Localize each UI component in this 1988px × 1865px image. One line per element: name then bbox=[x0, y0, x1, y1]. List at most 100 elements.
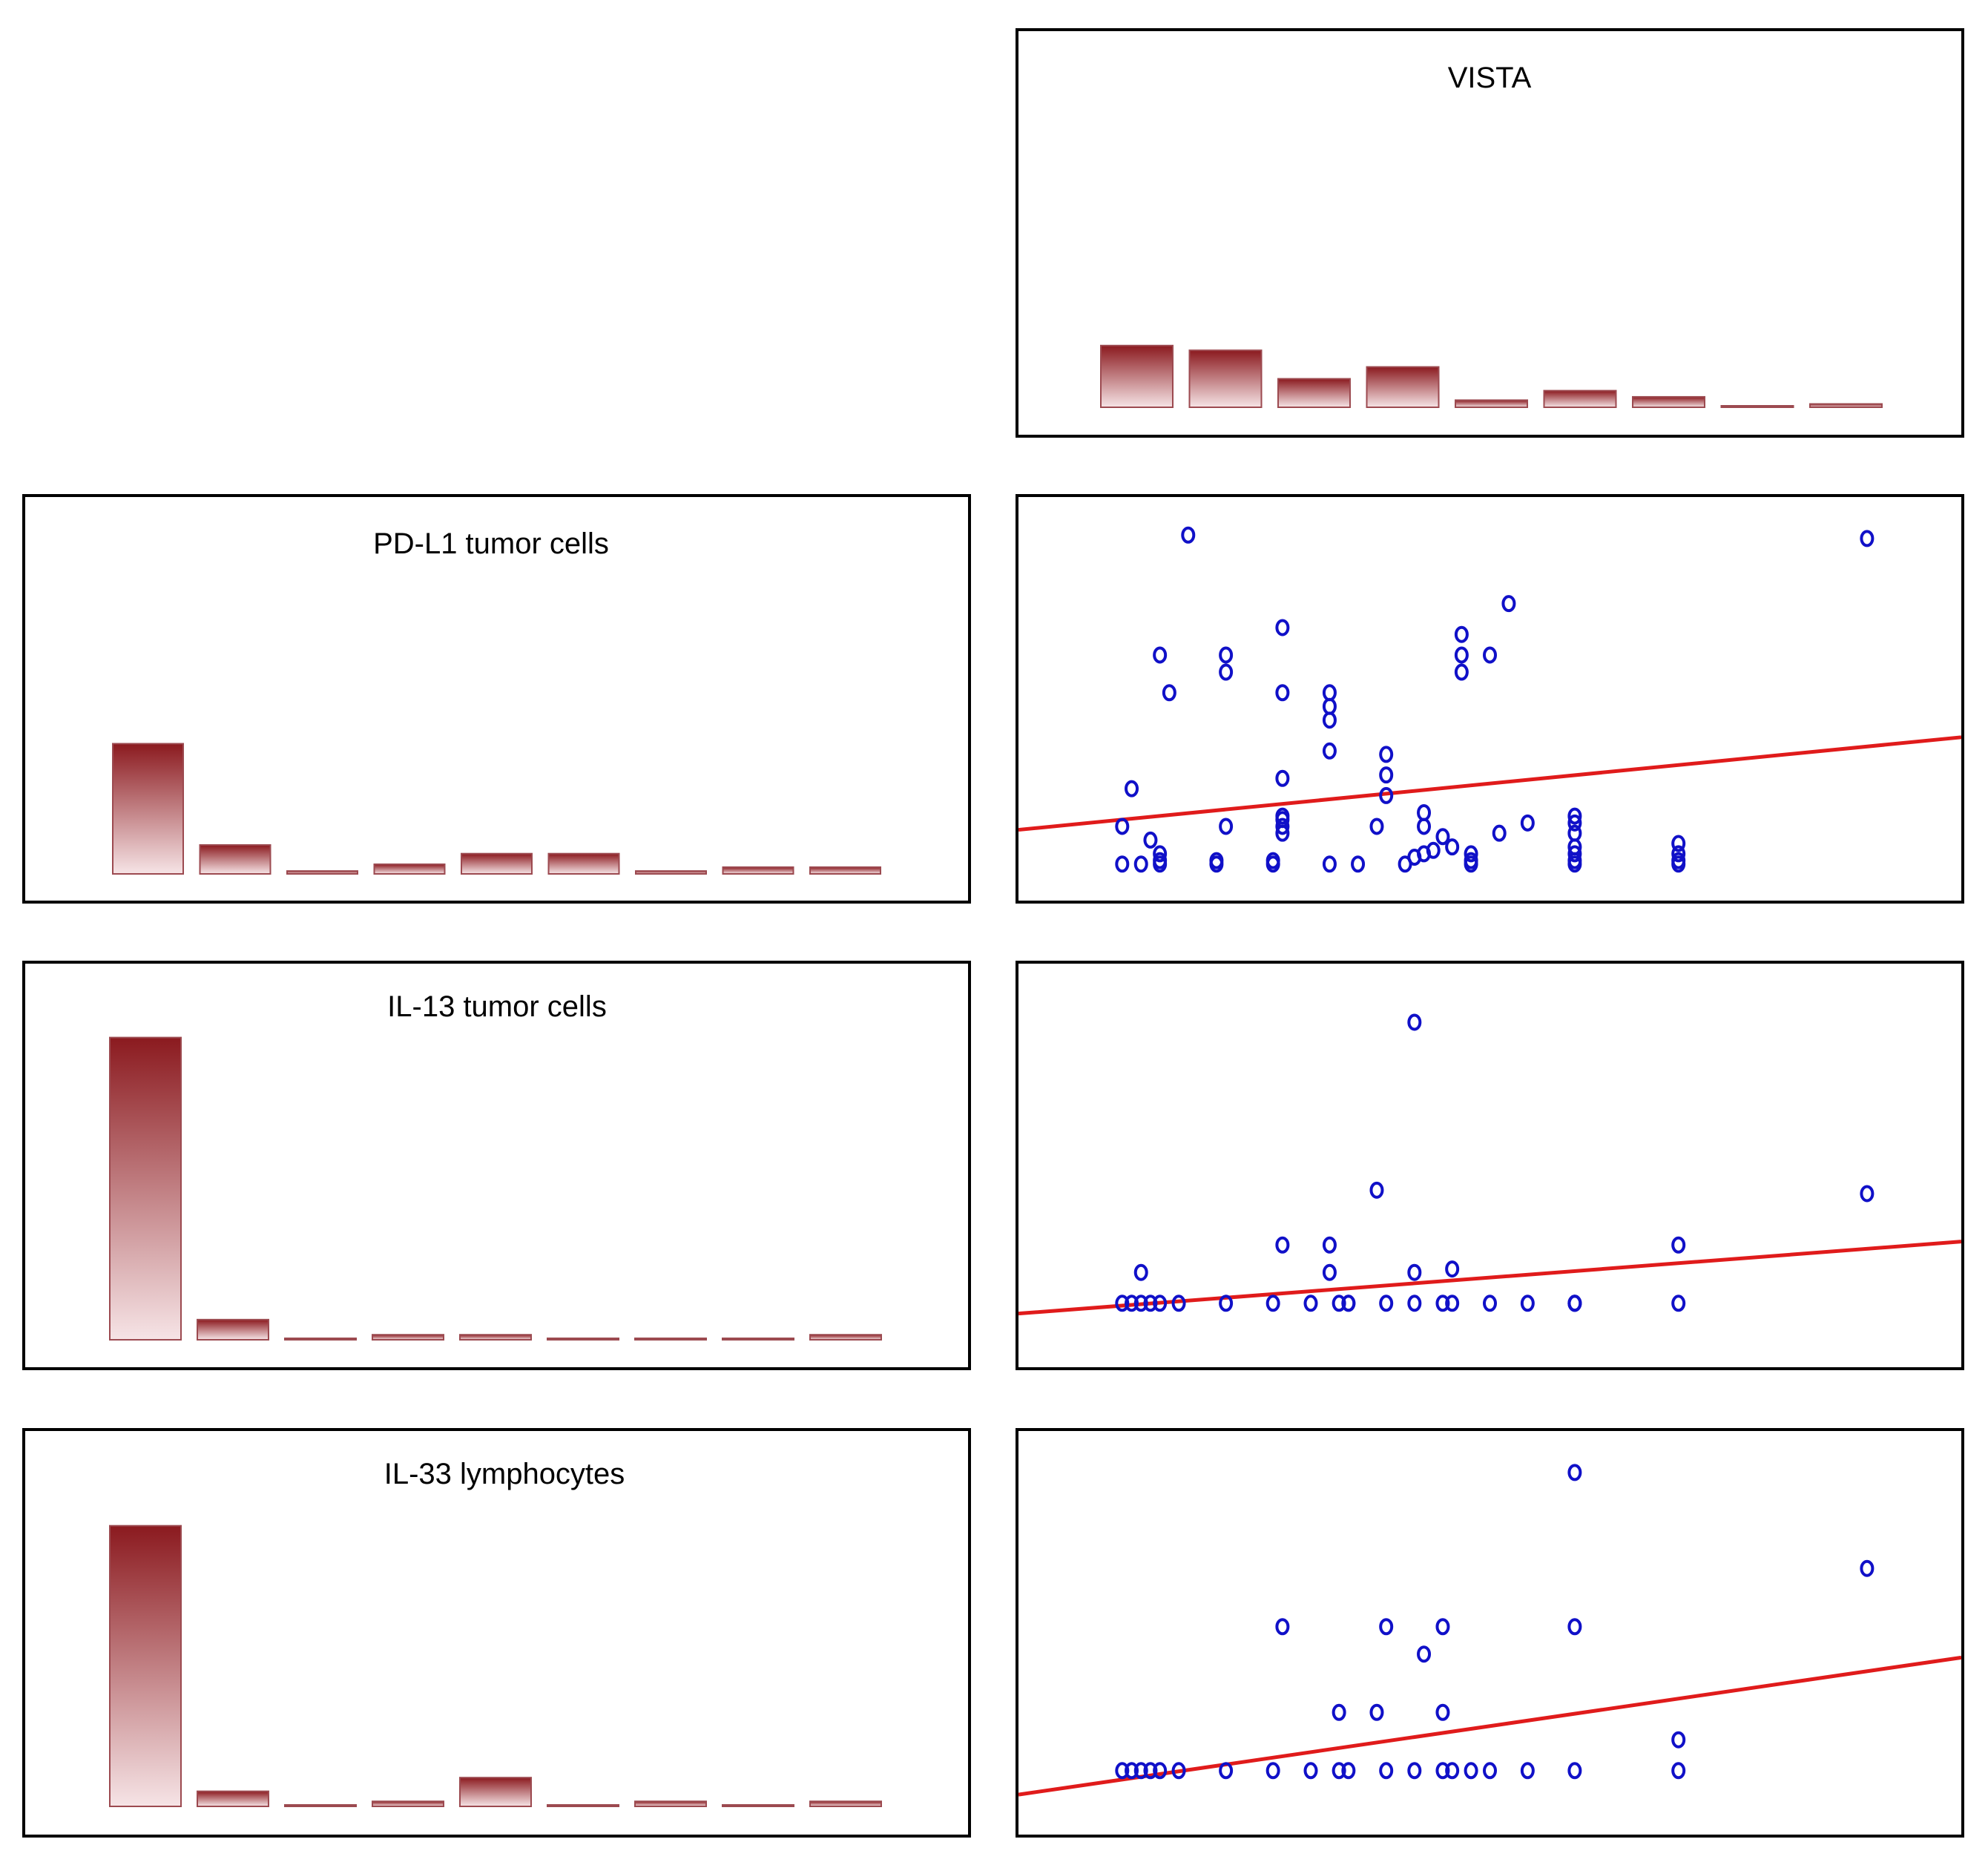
vista-hist-bar-7 bbox=[1632, 395, 1705, 408]
vista-hist-bar-5 bbox=[1455, 399, 1528, 409]
il13-hist-bar-1 bbox=[109, 1036, 182, 1341]
vista-vs-il13-point-26 bbox=[1407, 1013, 1422, 1031]
vista-vs-pdl1-point-22 bbox=[1275, 818, 1290, 835]
vista-vs-il13-point-22 bbox=[1322, 1263, 1337, 1281]
vista-vs-pdl1-point-9 bbox=[1322, 855, 1337, 873]
vista-vs-pdl1-point-12 bbox=[1125, 780, 1139, 797]
vista-vs-pdl1-point-34 bbox=[1379, 786, 1394, 804]
vista-vs-pdl1-point-56 bbox=[1567, 845, 1582, 863]
vista-vs-il33-point-1 bbox=[1125, 1762, 1139, 1780]
il13-hist-bar-5 bbox=[459, 1334, 532, 1341]
vista-vs-il33-point-30 bbox=[1860, 1559, 1875, 1577]
vista-vs-il33-point-9 bbox=[1332, 1762, 1346, 1780]
vista-vs-pdl1-point-19 bbox=[1219, 663, 1234, 681]
vista-title: VISTA bbox=[1448, 62, 1532, 94]
vista-vs-il33-point-18 bbox=[1567, 1762, 1582, 1780]
vista-vs-pdl1-point-17 bbox=[1219, 818, 1234, 835]
vista-vs-il13-point-23 bbox=[1369, 1181, 1384, 1199]
vista-bars bbox=[1100, 344, 1883, 409]
vista-vs-il13-point-9 bbox=[1332, 1295, 1346, 1312]
vista-vs-pdl1-point-63 bbox=[1483, 646, 1497, 664]
vista-vs-il13-point-8 bbox=[1303, 1295, 1318, 1312]
pdl1-hist-bar-5 bbox=[461, 852, 533, 875]
vista-vs-pdl1-point-44 bbox=[1454, 625, 1469, 643]
vista-vs-pdl1-point-43 bbox=[1454, 646, 1469, 664]
il33-hist-bar-3 bbox=[284, 1804, 357, 1807]
vista-vs-il33-point-6 bbox=[1219, 1762, 1234, 1780]
vista-vs-il13-point-19 bbox=[1133, 1263, 1148, 1281]
vista-vs-pdl1-point-26 bbox=[1275, 684, 1290, 702]
il13-hist-bar-8 bbox=[722, 1338, 794, 1341]
vista-hist-bar-1 bbox=[1100, 344, 1174, 408]
vista-hist-bar-9 bbox=[1809, 403, 1883, 409]
vista-vs-pdl1-point-31 bbox=[1322, 684, 1337, 702]
vista-vs-pdl1-point-39 bbox=[1445, 838, 1460, 856]
vista-vs-il13-point-24 bbox=[1407, 1263, 1422, 1281]
vista-vs-pdl1-point-50 bbox=[1520, 814, 1535, 832]
vista-vs-pdl1-point-57 bbox=[1567, 838, 1582, 856]
il33-hist-bar-4 bbox=[372, 1800, 444, 1807]
vista-vs-il33-point-25 bbox=[1332, 1703, 1346, 1721]
vista-vs-pdl1-point-33 bbox=[1379, 766, 1394, 784]
vista-vs-il33-point-22 bbox=[1435, 1618, 1450, 1636]
il33-hist-bar-6 bbox=[547, 1804, 619, 1807]
vista-vs-pdl1-point-0 bbox=[1115, 855, 1130, 873]
panel-scatter-pdl1-frame bbox=[1016, 494, 1964, 904]
il13-hist-bar-6 bbox=[547, 1338, 619, 1341]
il13-hist-bar-4 bbox=[372, 1334, 444, 1341]
vista-vs-pdl1-point-59 bbox=[1671, 845, 1686, 863]
vista-vs-il13-point-11 bbox=[1379, 1295, 1394, 1312]
vista-vs-pdl1-point-32 bbox=[1369, 818, 1384, 835]
vista-vs-il13-point-0 bbox=[1115, 1295, 1130, 1312]
vista-hist-bar-2 bbox=[1188, 349, 1263, 409]
vista-hist-bar-3 bbox=[1277, 378, 1351, 409]
vista-vs-il33-point-23 bbox=[1567, 1618, 1582, 1636]
vista-vs-il13-point-21 bbox=[1322, 1236, 1337, 1254]
il13-hist-bar-2 bbox=[197, 1318, 269, 1341]
vista-vs-il13-point-14 bbox=[1445, 1295, 1460, 1312]
il33-hist-bar-9 bbox=[809, 1800, 882, 1807]
vista-hist-bar-8 bbox=[1720, 405, 1794, 408]
vista-vs-pdl1-point-42 bbox=[1454, 663, 1469, 681]
vista-vs-pdl1-point-27 bbox=[1275, 619, 1290, 637]
vista-vs-il13-point-3 bbox=[1143, 1295, 1158, 1312]
il33-hist-bar-2 bbox=[197, 1790, 269, 1807]
il33-title: IL-33 lymphocytes bbox=[384, 1458, 625, 1490]
il33-hist-bar-1 bbox=[109, 1524, 182, 1807]
vista-vs-pdl1-point-45 bbox=[1435, 828, 1450, 846]
vista-vs-il33-point-10 bbox=[1341, 1762, 1356, 1780]
vista-vs-pdl1-point-1 bbox=[1133, 855, 1148, 873]
vista-hist-bar-6 bbox=[1543, 389, 1617, 408]
pdl1-hist-bar-6 bbox=[547, 852, 620, 875]
panel-scatter-il13-frame bbox=[1016, 961, 1964, 1370]
vista-vs-pdl1-point-38 bbox=[1426, 841, 1441, 859]
vista-vs-il13-point-25 bbox=[1445, 1260, 1460, 1278]
vista-vs-il13-point-5 bbox=[1171, 1295, 1186, 1312]
vista-vs-il33-point-16 bbox=[1483, 1762, 1497, 1780]
il13-hist-bar-9 bbox=[809, 1334, 882, 1341]
vista-vs-pdl1-point-64 bbox=[1501, 595, 1516, 613]
vista-vs-il33-point-21 bbox=[1379, 1618, 1394, 1636]
vista-vs-pdl1-point-52 bbox=[1567, 814, 1582, 832]
vista-vs-pdl1-point-14 bbox=[1143, 831, 1158, 849]
il33-hist-bar-7 bbox=[634, 1800, 707, 1807]
vista-vs-il33-point-17 bbox=[1520, 1762, 1535, 1780]
pdl1-hist-bar-2 bbox=[199, 844, 271, 875]
vista-vs-pdl1-point-10 bbox=[1351, 855, 1366, 873]
vista-vs-il13-fit-line bbox=[1018, 1240, 1962, 1316]
pdl1-hist-bar-7 bbox=[635, 870, 707, 875]
vista-vs-il33-point-15 bbox=[1464, 1762, 1478, 1780]
vista-vs-il13-point-16 bbox=[1520, 1295, 1535, 1312]
vista-vs-il33-point-27 bbox=[1435, 1703, 1450, 1721]
vista-vs-pdl1-point-4 bbox=[1153, 845, 1168, 863]
il13-hist-bar-3 bbox=[284, 1338, 357, 1341]
vista-vs-pdl1-point-48 bbox=[1464, 845, 1478, 863]
vista-vs-il13-point-29 bbox=[1671, 1236, 1686, 1254]
vista-vs-il33-point-7 bbox=[1265, 1762, 1280, 1780]
vista-vs-il33-point-3 bbox=[1143, 1762, 1158, 1780]
scatter-il13-marks bbox=[1018, 1013, 1962, 1316]
vista-vs-il33-point-11 bbox=[1379, 1762, 1394, 1780]
vista-vs-il13-point-28 bbox=[1567, 1295, 1582, 1312]
il13-title: IL-13 tumor cells bbox=[387, 990, 607, 1023]
vista-vs-il33-point-20 bbox=[1275, 1618, 1290, 1636]
